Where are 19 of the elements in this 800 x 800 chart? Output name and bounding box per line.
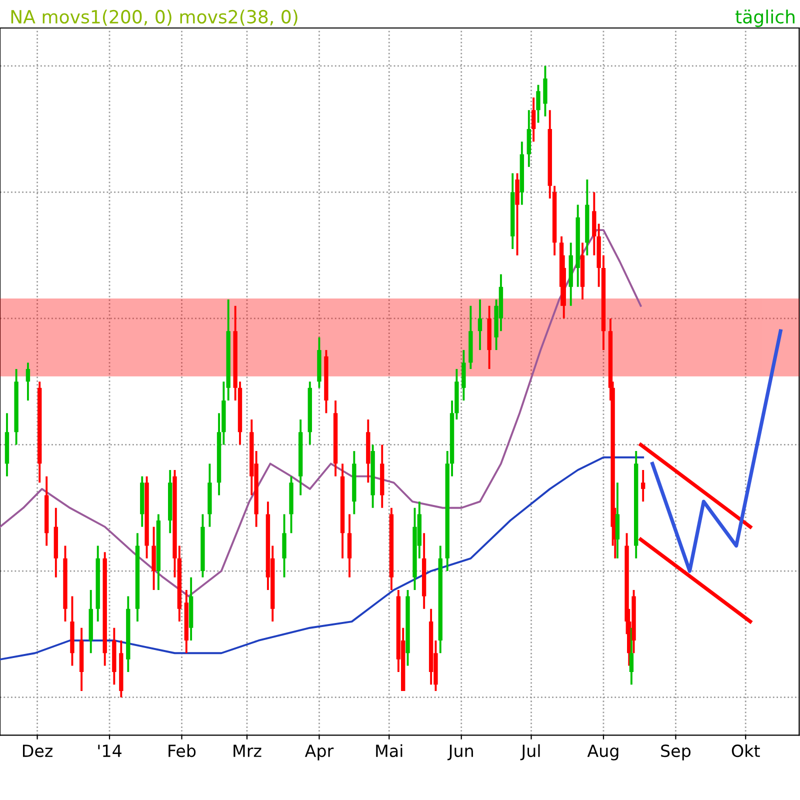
x-tick-label: Jul <box>520 744 540 760</box>
chart-subtitle: täglich <box>735 10 794 28</box>
candlestick <box>536 84 540 124</box>
chart-title: NA movs1(200, 0) movs2(38, 0) <box>11 10 298 26</box>
x-tick-label: Okt <box>732 744 760 758</box>
x-tick-label: Mrz <box>234 744 262 757</box>
x-tick-label: '14 <box>98 744 122 757</box>
candlestick <box>629 626 634 686</box>
x-tick-label: Apr <box>304 744 334 760</box>
candlestick <box>640 469 646 503</box>
x-tick-label: Jun <box>447 744 473 760</box>
x-tick-label: Dez <box>23 744 52 758</box>
candlestick <box>531 96 536 143</box>
x-tick-label: Sep <box>661 744 691 760</box>
x-tick-label: Mai <box>376 744 402 758</box>
candlestick <box>478 298 482 352</box>
candlestick <box>26 362 30 402</box>
x-tick-label: Feb <box>168 744 196 758</box>
x-tick-label: Aug <box>587 744 618 760</box>
